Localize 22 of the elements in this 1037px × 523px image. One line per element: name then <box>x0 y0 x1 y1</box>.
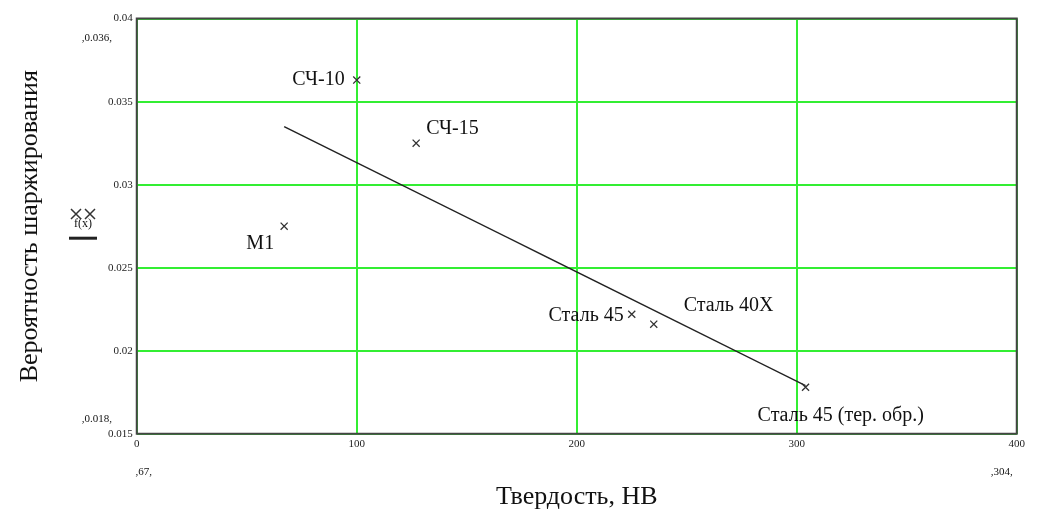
annotation: Сталь 40Х <box>683 293 774 316</box>
text: f(x) <box>74 216 92 231</box>
x-axis-title: Твердость, НВ <box>495 480 658 510</box>
text: ,67, <box>135 464 153 477</box>
y-axis-title: Вероятность шаржирования <box>13 70 43 383</box>
annotation: СЧ-15 <box>426 116 479 139</box>
y-tick-label: 0.035 <box>108 94 134 107</box>
y-tick-label: 0.025 <box>108 260 134 273</box>
annotation: М1 <box>246 231 275 254</box>
x-tick-label: 100 <box>348 437 366 450</box>
y-tick-label: 0.04 <box>113 11 134 24</box>
y-tick-label: 0.03 <box>113 177 134 190</box>
text: ,0.018, <box>81 411 113 424</box>
text: ,0.036, <box>81 31 113 44</box>
x-tick-label: 200 <box>568 437 586 450</box>
text: ,304, <box>990 464 1013 477</box>
y-tick-label: 0.02 <box>113 343 133 356</box>
annotation: СЧ-10 <box>292 67 345 90</box>
x-tick-label: 0 <box>134 437 140 450</box>
x-tick-label: 300 <box>788 437 806 450</box>
y-tick-label: 0.015 <box>108 426 134 439</box>
x-tick-label: 400 <box>1008 437 1026 450</box>
